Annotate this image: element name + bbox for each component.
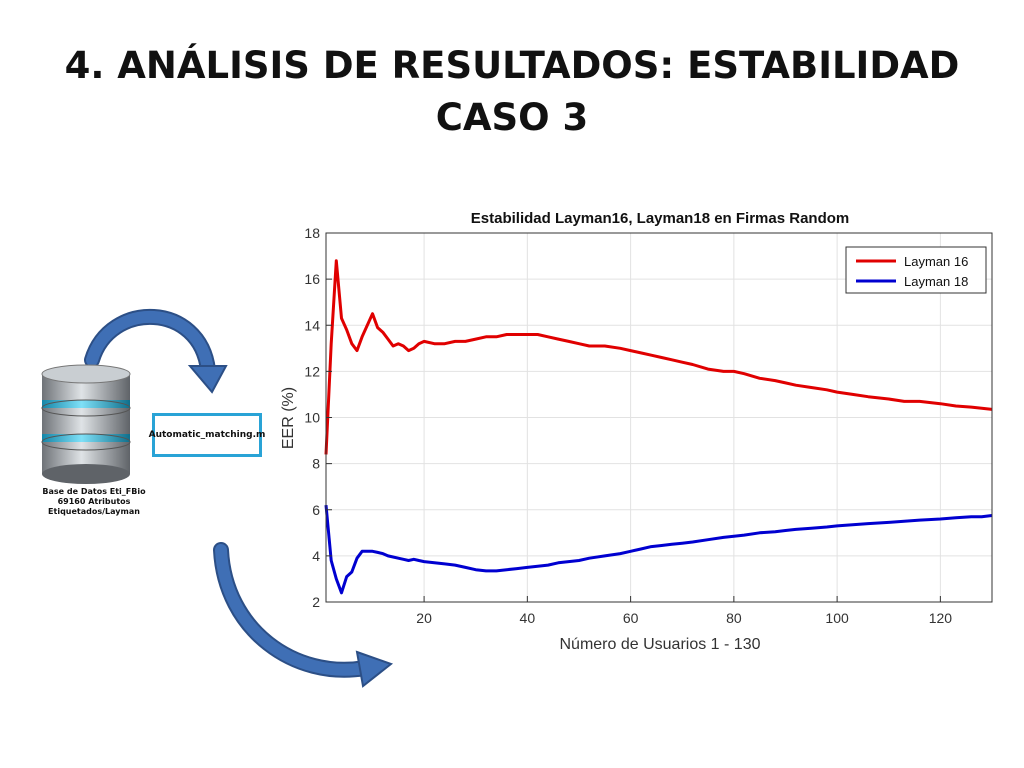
eer-chart: Estabilidad Layman16, Layman18 en Firmas… [280, 210, 993, 653]
y-tick-label: 18 [304, 225, 320, 241]
curved-arrow-icon [84, 308, 228, 394]
y-tick-label: 2 [312, 594, 320, 610]
x-tick-label: 20 [416, 610, 432, 626]
slide-title: 4. ANÁLISIS DE RESULTADOS: ESTABILIDAD C… [0, 40, 1024, 144]
x-tick-label: 100 [825, 610, 849, 626]
database-label: Base de Datos Eti_FBio 69160 Atributos E… [20, 487, 168, 517]
database-icon [41, 364, 131, 484]
y-axis-label: EER (%) [280, 387, 297, 449]
legend-box [845, 246, 987, 294]
y-tick-label: 6 [312, 502, 320, 518]
curved-arrow-icon [213, 542, 394, 688]
database-label-line: 69160 Atributos [57, 497, 131, 506]
y-tick-label: 8 [312, 456, 320, 472]
chart-legend: Layman 16 Layman 18 [845, 246, 987, 294]
x-tick-label: 120 [929, 610, 953, 626]
y-tick-label: 10 [304, 410, 320, 426]
database-label-line: Base de Datos Eti_FBio [42, 487, 146, 496]
series-line-1 [324, 259, 993, 455]
legend-entry: Layman 16 [904, 254, 968, 269]
y-tick-label: 12 [304, 363, 320, 379]
script-box: Automatic_matching.m [149, 413, 265, 457]
legend-entry: Layman 18 [904, 274, 968, 289]
slide-title-line-1: 4. ANÁLISIS DE RESULTADOS: ESTABILIDAD [64, 44, 960, 87]
slide-title-line-2: CASO 3 [435, 96, 589, 139]
y-tick-label: 4 [312, 548, 320, 564]
x-axis-label: Número de Usuarios 1 - 130 [560, 636, 761, 653]
plot-frame [325, 232, 993, 603]
script-box-label: Automatic_matching.m [148, 430, 266, 440]
x-tick-label: 80 [726, 610, 742, 626]
y-tick-label: 14 [304, 317, 320, 333]
database-label-line: Etiquetados/Layman [48, 507, 140, 516]
y-tick-label: 16 [304, 271, 320, 287]
series-line-2 [324, 504, 993, 595]
chart-title: Estabilidad Layman16, Layman18 en Firmas… [471, 210, 849, 227]
x-tick-label: 60 [623, 610, 639, 626]
x-tick-label: 40 [520, 610, 536, 626]
